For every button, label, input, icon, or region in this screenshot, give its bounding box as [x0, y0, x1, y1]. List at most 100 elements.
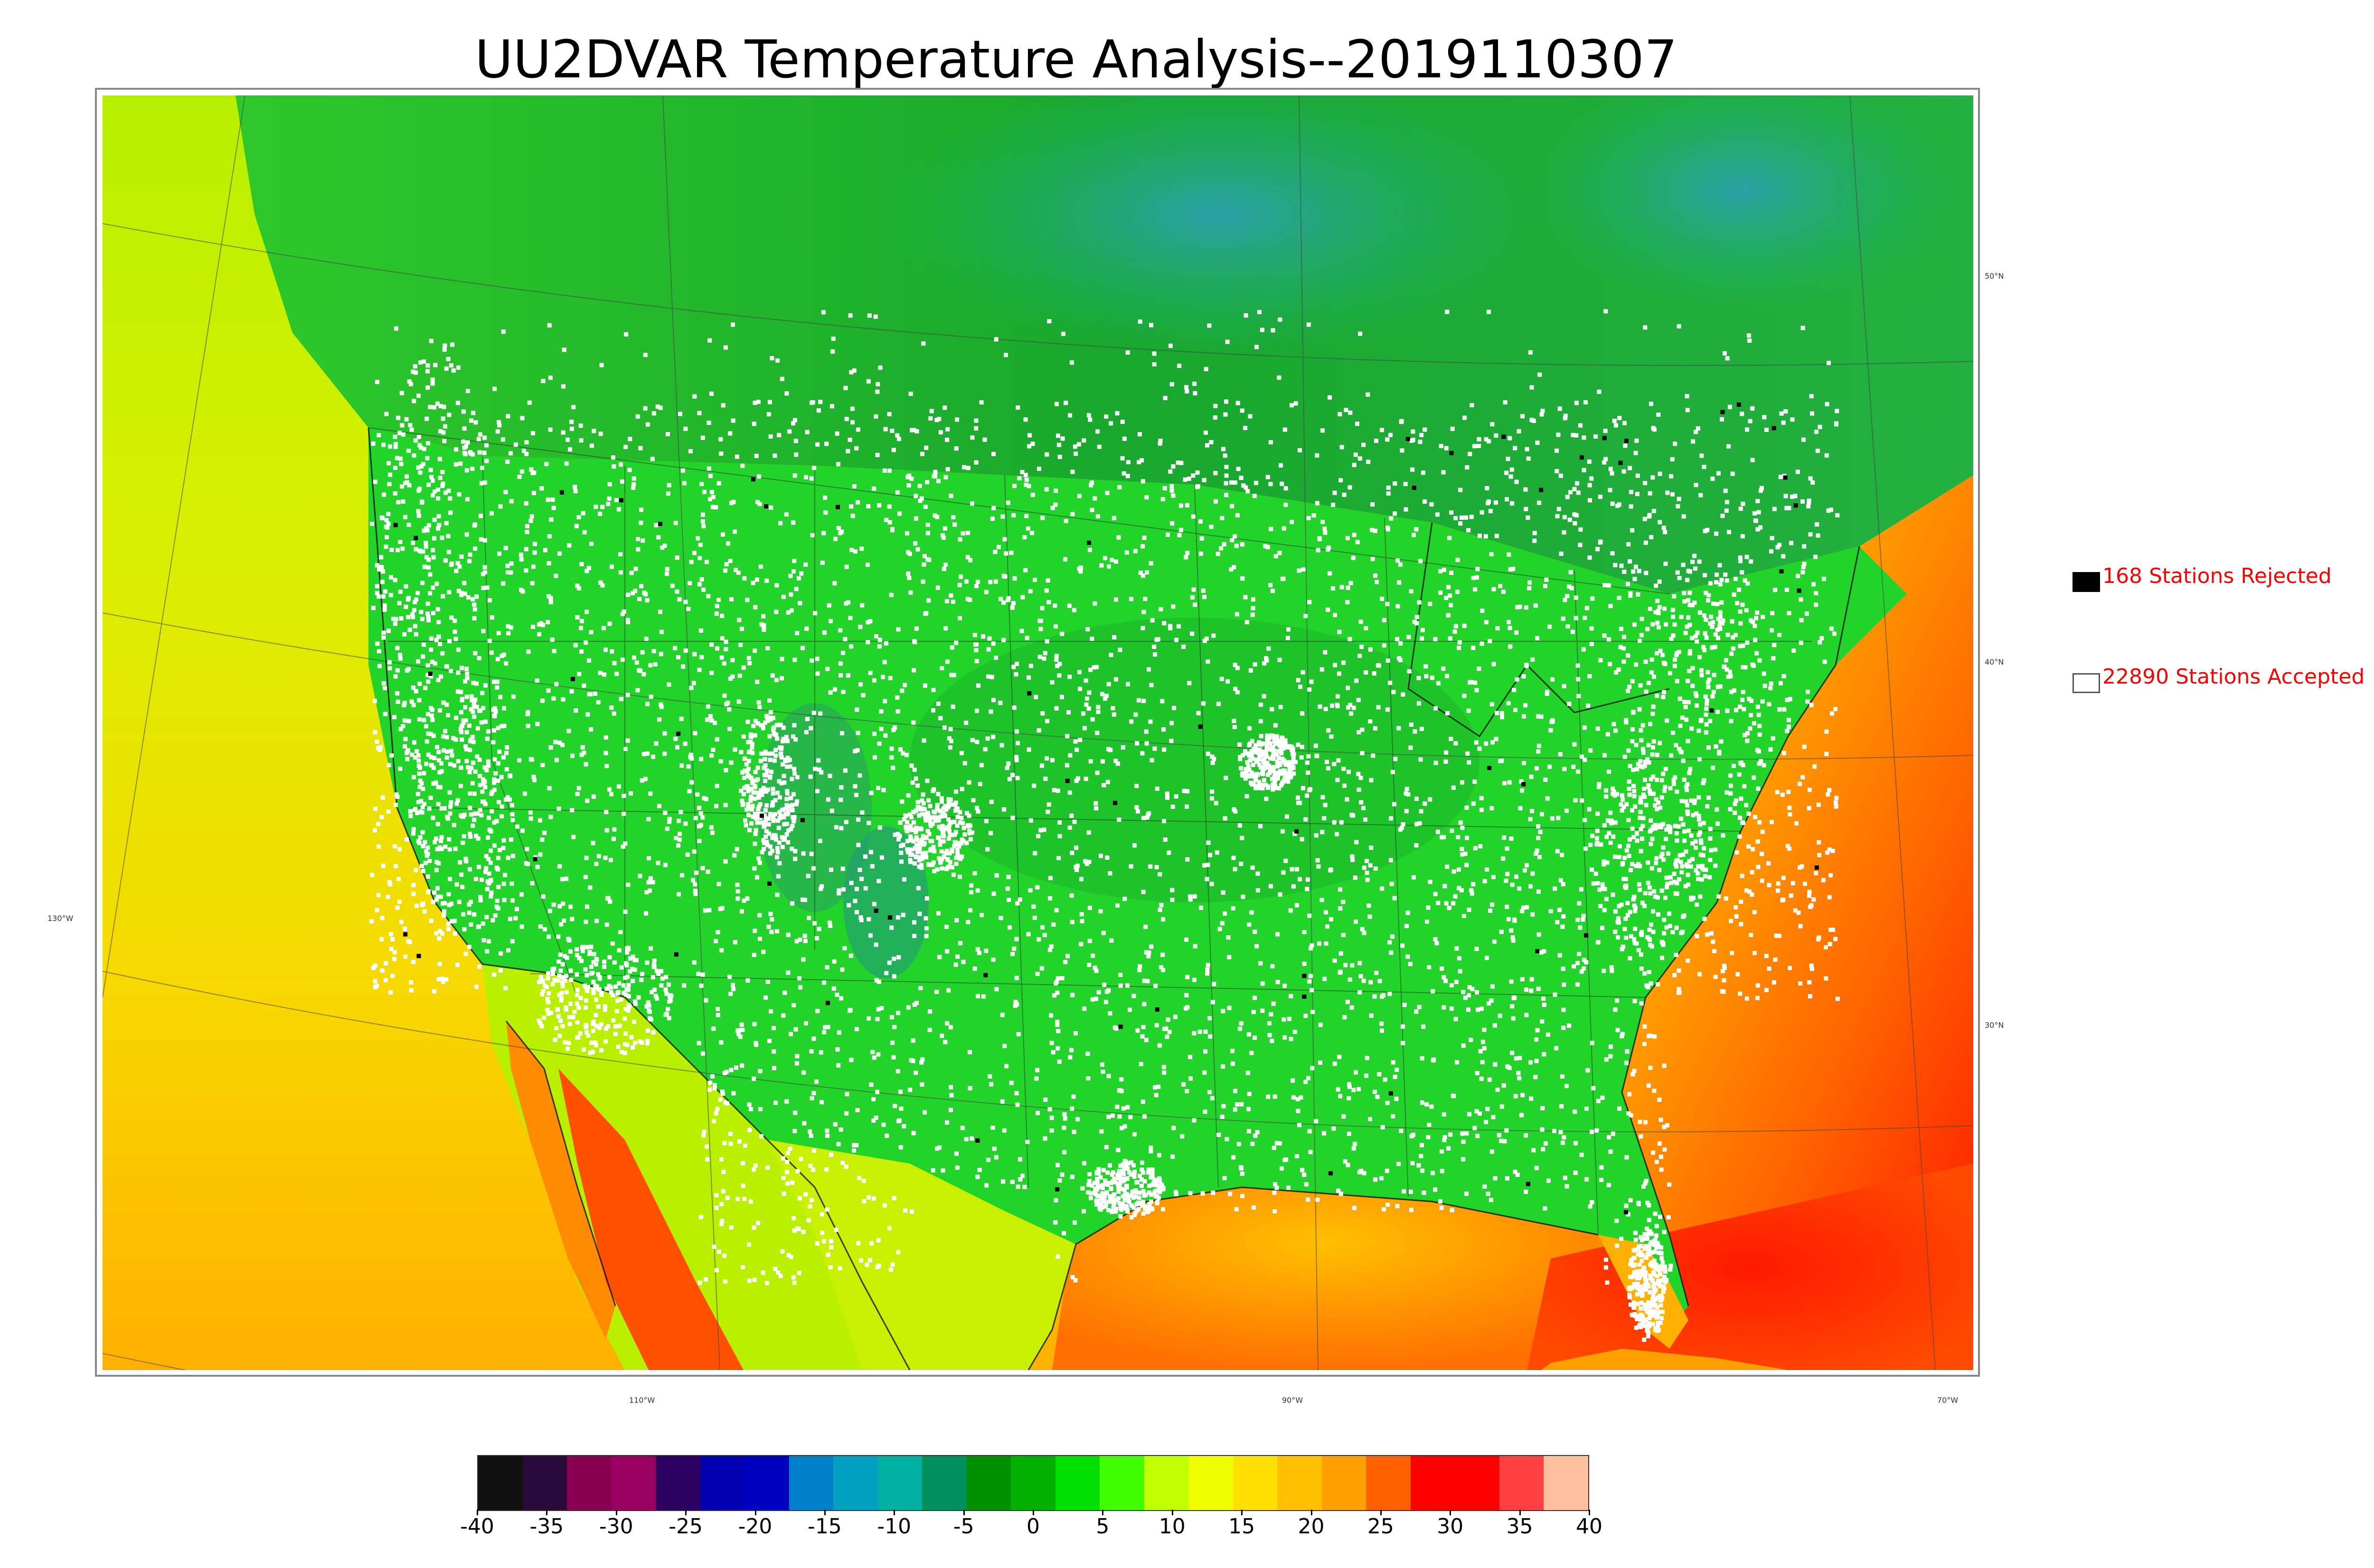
- station-marker: [780, 1249, 785, 1254]
- station-marker: [471, 740, 476, 744]
- station-marker: [876, 1238, 881, 1243]
- station-marker: [593, 691, 597, 696]
- station-marker: [756, 700, 761, 705]
- station-marker: [1046, 802, 1051, 807]
- station-marker: [759, 1134, 763, 1139]
- station-marker: [509, 881, 514, 886]
- station-marker: [1246, 1129, 1251, 1134]
- station-marker: [1514, 479, 1519, 484]
- station-marker: [1051, 922, 1056, 927]
- station-marker: [1366, 392, 1370, 397]
- station-marker: [436, 487, 441, 492]
- station-marker: [1598, 495, 1602, 499]
- station-marker: [1157, 1043, 1162, 1048]
- station-marker: [893, 832, 897, 837]
- station-marker: [1749, 933, 1753, 937]
- station-marker: [648, 888, 652, 893]
- station-marker: [585, 989, 590, 993]
- station-marker: [1750, 870, 1754, 874]
- station-marker: [714, 611, 719, 616]
- station-marker: [548, 815, 553, 819]
- station-marker: [1442, 1138, 1447, 1143]
- station-marker: [1743, 578, 1747, 583]
- station-marker: [1333, 613, 1337, 618]
- station-marker: [1347, 770, 1351, 774]
- station-marker: [1706, 593, 1711, 598]
- station-marker: [903, 683, 907, 687]
- station-marker: [679, 763, 684, 768]
- station-marker: [1380, 1028, 1384, 1033]
- station-marker: [403, 515, 407, 519]
- station-marker: [861, 1178, 866, 1183]
- station-marker: [1638, 683, 1643, 688]
- station-marker: [1733, 633, 1738, 638]
- station-marker: [705, 717, 709, 722]
- station-marker: [1724, 658, 1728, 663]
- station-marker: [1482, 1027, 1487, 1032]
- station-marker: [735, 1028, 740, 1033]
- station-marker: [429, 475, 433, 479]
- station-marker: [1799, 597, 1803, 602]
- station-marker: [1197, 1029, 1202, 1034]
- station-marker: [1655, 694, 1659, 698]
- station-marker: [1065, 954, 1070, 958]
- station-marker: [1563, 598, 1567, 602]
- station-marker: [496, 906, 500, 911]
- station-marker: [1581, 913, 1586, 918]
- station-marker: [1399, 1128, 1404, 1133]
- station-marker: [557, 904, 562, 909]
- station-marker: [1695, 639, 1699, 644]
- station-marker: [720, 1219, 725, 1223]
- station-marker: [765, 979, 770, 984]
- station-marker: [1622, 635, 1626, 639]
- station-marker: [675, 745, 679, 750]
- station-marker: [1677, 324, 1681, 329]
- station-marker: [409, 980, 414, 985]
- station-marker: [499, 804, 504, 809]
- station-marker: [809, 400, 814, 405]
- station-marker: [482, 538, 487, 543]
- station-marker: [380, 916, 385, 920]
- station-marker: [387, 880, 392, 884]
- station-marker: [1390, 934, 1394, 939]
- station-marker: [738, 1034, 743, 1039]
- station-marker: [935, 585, 940, 590]
- station-marker: [969, 883, 974, 888]
- station-marker: [1255, 871, 1260, 876]
- station-marker: [737, 1139, 742, 1144]
- station-marker: [1302, 961, 1307, 966]
- station-marker: [1070, 993, 1075, 997]
- station-marker: [1003, 574, 1008, 579]
- station-marker: [446, 921, 451, 926]
- station-marker: [1465, 751, 1470, 756]
- station-marker: [446, 534, 451, 538]
- station-marker: [752, 1076, 756, 1081]
- station-marker: [1355, 422, 1359, 426]
- station-marker: [871, 1118, 876, 1123]
- station-marker: [559, 991, 564, 995]
- station-marker: [836, 1063, 841, 1068]
- station-marker: [908, 590, 913, 595]
- station-marker: [1583, 818, 1587, 823]
- station-marker: [1158, 441, 1162, 446]
- station-marker: [1205, 967, 1210, 972]
- station-marker: [1370, 557, 1375, 561]
- station-marker: [1347, 1096, 1351, 1100]
- station-marker: [1686, 569, 1691, 573]
- station-marker: [955, 1165, 960, 1170]
- station-marker: [655, 404, 660, 409]
- station-marker: [1273, 1182, 1277, 1186]
- station-marker: [1714, 531, 1719, 536]
- station-marker: [881, 788, 886, 792]
- station-marker: [768, 434, 773, 439]
- station-marker: [599, 1022, 603, 1026]
- station-marker: [469, 707, 473, 712]
- station-marker: [1468, 680, 1472, 685]
- station-marker: [1540, 1127, 1545, 1132]
- station-marker: [1177, 533, 1182, 537]
- station-marker: [794, 587, 799, 592]
- station-marker: [724, 702, 729, 706]
- station-marker: [866, 620, 870, 625]
- station-marker: [1275, 932, 1280, 937]
- station-marker: [1520, 414, 1525, 419]
